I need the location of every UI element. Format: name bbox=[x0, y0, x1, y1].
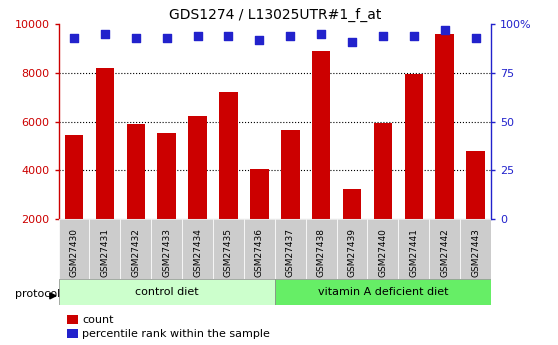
Text: GSM27438: GSM27438 bbox=[316, 228, 326, 277]
Bar bbox=[68, 329, 78, 338]
Text: control diet: control diet bbox=[135, 287, 199, 297]
Text: GSM27432: GSM27432 bbox=[131, 228, 140, 277]
Bar bbox=[157, 132, 176, 268]
Text: vitamin A deficient diet: vitamin A deficient diet bbox=[318, 287, 448, 297]
FancyBboxPatch shape bbox=[182, 219, 213, 279]
Text: count: count bbox=[83, 315, 114, 325]
FancyBboxPatch shape bbox=[244, 219, 275, 279]
Bar bbox=[435, 34, 454, 268]
FancyBboxPatch shape bbox=[460, 219, 491, 279]
Point bbox=[378, 33, 387, 39]
FancyBboxPatch shape bbox=[213, 219, 244, 279]
Text: GSM27440: GSM27440 bbox=[378, 228, 387, 277]
Bar bbox=[95, 68, 114, 268]
Point bbox=[286, 33, 295, 39]
FancyBboxPatch shape bbox=[368, 219, 398, 279]
FancyBboxPatch shape bbox=[336, 219, 368, 279]
Text: GSM27439: GSM27439 bbox=[348, 228, 357, 277]
Text: GSM27435: GSM27435 bbox=[224, 228, 233, 277]
FancyBboxPatch shape bbox=[121, 219, 151, 279]
FancyBboxPatch shape bbox=[89, 219, 121, 279]
Point bbox=[255, 37, 264, 42]
Text: GSM27434: GSM27434 bbox=[193, 228, 202, 277]
Bar bbox=[281, 130, 300, 268]
FancyBboxPatch shape bbox=[275, 279, 491, 305]
Bar bbox=[466, 151, 485, 268]
Text: GSM27430: GSM27430 bbox=[70, 228, 79, 277]
Text: GSM27441: GSM27441 bbox=[410, 228, 418, 277]
Bar bbox=[405, 74, 423, 268]
Point bbox=[471, 35, 480, 41]
Bar bbox=[250, 169, 268, 268]
Point bbox=[440, 27, 449, 33]
FancyBboxPatch shape bbox=[306, 219, 336, 279]
Point bbox=[100, 31, 109, 37]
Point bbox=[317, 31, 326, 37]
Text: GSM27436: GSM27436 bbox=[255, 228, 264, 277]
Text: percentile rank within the sample: percentile rank within the sample bbox=[83, 329, 270, 339]
Bar bbox=[127, 124, 145, 268]
Bar bbox=[189, 116, 207, 268]
Point bbox=[348, 39, 357, 45]
FancyBboxPatch shape bbox=[429, 219, 460, 279]
Bar bbox=[65, 135, 83, 268]
Point bbox=[162, 35, 171, 41]
Text: GSM27431: GSM27431 bbox=[100, 228, 109, 277]
Point bbox=[131, 35, 140, 41]
Point bbox=[224, 33, 233, 39]
Text: GSM27433: GSM27433 bbox=[162, 228, 171, 277]
Text: GSM27442: GSM27442 bbox=[440, 228, 449, 277]
Bar bbox=[68, 315, 78, 324]
Point bbox=[193, 33, 202, 39]
Bar bbox=[312, 51, 330, 268]
Point bbox=[410, 33, 418, 39]
Text: GSM27443: GSM27443 bbox=[471, 228, 480, 277]
FancyBboxPatch shape bbox=[398, 219, 429, 279]
FancyBboxPatch shape bbox=[275, 219, 306, 279]
FancyBboxPatch shape bbox=[59, 219, 89, 279]
Title: GDS1274 / L13025UTR#1_f_at: GDS1274 / L13025UTR#1_f_at bbox=[169, 8, 381, 22]
Text: GSM27437: GSM27437 bbox=[286, 228, 295, 277]
FancyBboxPatch shape bbox=[151, 219, 182, 279]
Text: protocol: protocol bbox=[16, 289, 61, 299]
FancyBboxPatch shape bbox=[59, 279, 275, 305]
Bar bbox=[374, 123, 392, 268]
Bar bbox=[343, 189, 362, 268]
Point bbox=[70, 35, 79, 41]
Bar bbox=[219, 92, 238, 268]
